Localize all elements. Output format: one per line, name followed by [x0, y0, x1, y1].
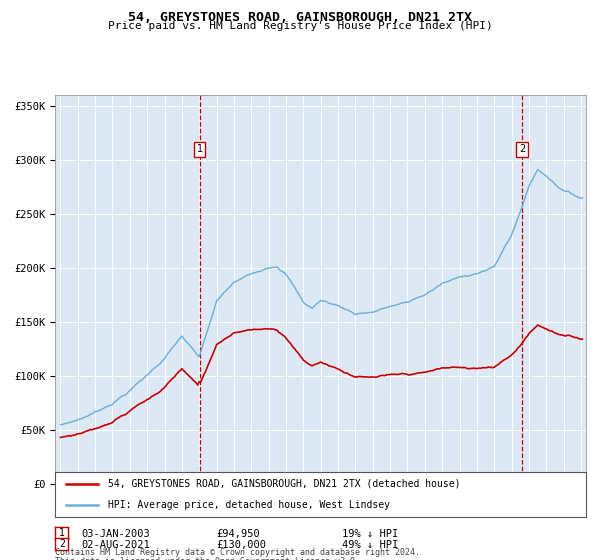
Text: 02-AUG-2021: 02-AUG-2021 — [81, 540, 150, 550]
Text: 49% ↓ HPI: 49% ↓ HPI — [342, 540, 398, 550]
Text: Price paid vs. HM Land Registry's House Price Index (HPI): Price paid vs. HM Land Registry's House … — [107, 21, 493, 31]
Text: £94,950: £94,950 — [216, 529, 260, 539]
Text: 1: 1 — [197, 144, 203, 154]
Text: 54, GREYSTONES ROAD, GAINSBOROUGH, DN21 2TX: 54, GREYSTONES ROAD, GAINSBOROUGH, DN21 … — [128, 11, 472, 24]
Text: 54, GREYSTONES ROAD, GAINSBOROUGH, DN21 2TX (detached house): 54, GREYSTONES ROAD, GAINSBOROUGH, DN21 … — [108, 479, 461, 489]
Text: £130,000: £130,000 — [216, 540, 266, 550]
Text: Contains HM Land Registry data © Crown copyright and database right 2024.: Contains HM Land Registry data © Crown c… — [55, 548, 420, 557]
Text: 2: 2 — [59, 539, 65, 549]
Text: 1: 1 — [59, 528, 65, 538]
Text: 03-JAN-2003: 03-JAN-2003 — [81, 529, 150, 539]
Text: HPI: Average price, detached house, West Lindsey: HPI: Average price, detached house, West… — [108, 500, 390, 510]
Text: 19% ↓ HPI: 19% ↓ HPI — [342, 529, 398, 539]
Text: This data is licensed under the Open Government Licence v3.0.: This data is licensed under the Open Gov… — [55, 557, 360, 560]
Text: 2: 2 — [519, 144, 525, 154]
